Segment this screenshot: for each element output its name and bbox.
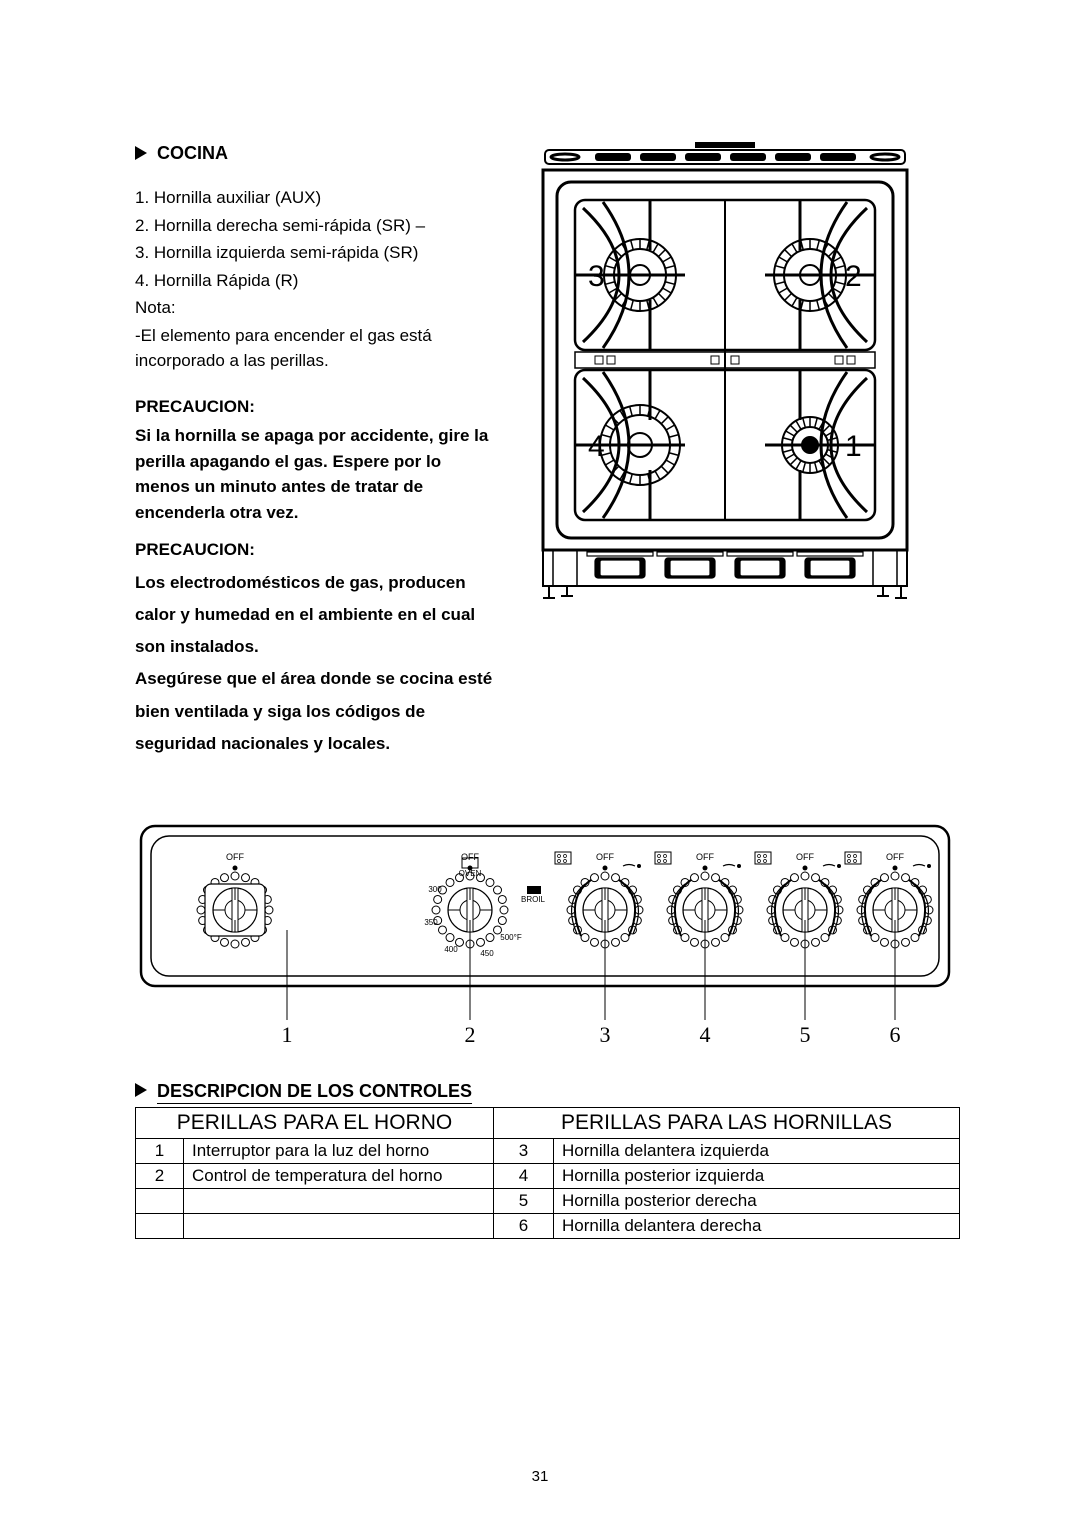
diagram-label: 1 (845, 430, 862, 463)
controls-table: PERILLAS PARA EL HORNO PERILLAS PARA LAS… (135, 1107, 960, 1239)
table-cell: Hornilla posterior derecha (554, 1189, 960, 1214)
table-cell: Interruptor para la luz del horno (184, 1139, 494, 1164)
precaucion-text: Los electrodomésticos de gas, producen c… (135, 567, 495, 664)
precaucion-label: PRECAUCION: (135, 394, 495, 420)
panel-callout: 3 (600, 1022, 611, 1047)
svg-text:OFF: OFF (696, 852, 714, 862)
diagram-label: 2 (845, 260, 862, 293)
precaucion-label: PRECAUCION: (135, 537, 495, 563)
list-item: 1. Hornilla auxiliar (AUX) (135, 185, 495, 211)
table-header-right: PERILLAS PARA LAS HORNILLAS (494, 1108, 960, 1139)
table-cell (184, 1189, 494, 1214)
svg-text:OFF: OFF (461, 852, 479, 862)
svg-text:OFF: OFF (796, 852, 814, 862)
nota-label: Nota: (135, 295, 495, 321)
svg-text:500°F: 500°F (500, 933, 522, 942)
table-cell (184, 1214, 494, 1239)
table-cell: 5 (494, 1189, 554, 1214)
section-title: COCINA (135, 140, 495, 167)
panel-callout: 2 (465, 1022, 476, 1047)
arrow-icon (135, 1083, 147, 1097)
svg-text:BROIL: BROIL (521, 895, 546, 904)
table-cell: 1 (136, 1139, 184, 1164)
svg-text:OFF: OFF (226, 852, 244, 862)
svg-text:350: 350 (424, 918, 438, 927)
table-cell: 2 (136, 1164, 184, 1189)
panel-callout: 1 (282, 1022, 293, 1047)
table-cell (136, 1189, 184, 1214)
svg-text:OVEN: OVEN (459, 869, 482, 878)
diagram-label: 3 (588, 260, 605, 293)
table-cell (136, 1214, 184, 1239)
nota-text: -El elemento para encender el gas está i… (135, 323, 495, 374)
table-cell: Hornilla delantera izquierda (554, 1139, 960, 1164)
table-cell: 4 (494, 1164, 554, 1189)
panel-callout: 4 (700, 1022, 711, 1047)
table-cell: Hornilla posterior izquierda (554, 1164, 960, 1189)
svg-text:300: 300 (428, 885, 442, 894)
panel-callout: 5 (800, 1022, 811, 1047)
svg-text:OFF: OFF (596, 852, 614, 862)
stove-diagram: 3 2 4 1 (535, 140, 915, 760)
list-item: 3. Hornilla izquierda semi-rápida (SR) (135, 240, 495, 266)
table-cell: 6 (494, 1214, 554, 1239)
table-cell: Hornilla delantera derecha (554, 1214, 960, 1239)
precaucion-text: Asegúrese que el área donde se cocina es… (135, 663, 495, 760)
arrow-icon (135, 146, 147, 160)
control-panel-diagram: OFFOFFOFFOFFOFFOFF OVEN 300 350 400 450 … (135, 820, 960, 1065)
precaucion-text: Si la hornilla se apaga por accidente, g… (135, 423, 495, 525)
section2-title: DESCRIPCION DE LOS CONTROLES (157, 1081, 960, 1102)
table-cell: Control de temperatura del horno (184, 1164, 494, 1189)
list-item: 4. Hornilla Rápida (R) (135, 268, 495, 294)
section-title-text: COCINA (157, 143, 228, 163)
svg-text:450: 450 (480, 949, 494, 958)
diagram-label: 4 (588, 430, 605, 463)
page-number: 31 (0, 1468, 1080, 1485)
svg-text:400: 400 (444, 945, 458, 954)
list-item: 2. Hornilla derecha semi-rápida (SR) – (135, 213, 495, 239)
table-header-left: PERILLAS PARA EL HORNO (136, 1108, 494, 1139)
table-cell: 3 (494, 1139, 554, 1164)
svg-text:OFF: OFF (886, 852, 904, 862)
panel-callout: 6 (890, 1022, 901, 1047)
